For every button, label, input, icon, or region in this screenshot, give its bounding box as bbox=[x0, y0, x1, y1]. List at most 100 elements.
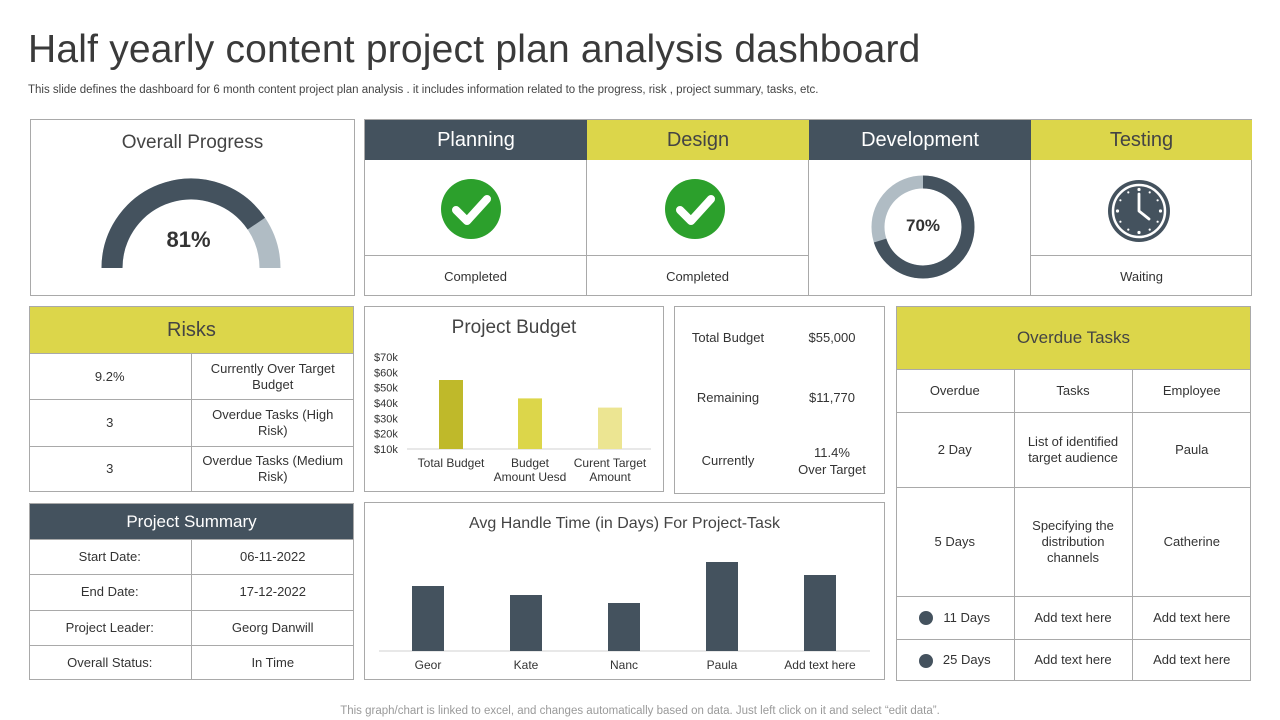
overdue-days-cell: 11 Days bbox=[896, 595, 1015, 640]
risks-header: Risks bbox=[30, 307, 353, 353]
phase-header-planning: Planning bbox=[365, 120, 587, 160]
y-tick-label: $10k bbox=[374, 444, 398, 456]
avg-handle-chart: Geor Kate Nanc Paula Add text here bbox=[379, 562, 870, 672]
overdue-task: Add text here bbox=[1013, 595, 1133, 640]
bar bbox=[598, 407, 622, 449]
table-row: End Date: 17-12-2022 bbox=[29, 574, 354, 611]
x-tick-label: Total Budget bbox=[418, 456, 485, 470]
bar bbox=[518, 398, 542, 449]
table-row: 11 Days Add text here Add text here bbox=[896, 595, 1251, 640]
budget-summary-card: Total Budget $55,000 Remaining $11,770 C… bbox=[674, 306, 885, 494]
overall-progress-value: 81% bbox=[166, 227, 211, 252]
bar bbox=[510, 595, 542, 651]
risk-value: 9.2% bbox=[29, 352, 192, 401]
donut-fill bbox=[871, 175, 975, 279]
summary-label: Project Leader: bbox=[29, 609, 192, 646]
table-row: 9.2% Currently Over Target Budget bbox=[29, 352, 354, 401]
x-tick-label: Amount Uesd bbox=[494, 470, 567, 484]
summary-value: In Time bbox=[190, 644, 354, 680]
x-tick-label: Curent Target bbox=[574, 456, 647, 470]
clock-icon bbox=[1108, 180, 1170, 242]
risk-label: Currently Over Target Budget bbox=[190, 352, 354, 401]
table-row: 25 Days Add text here Add text here bbox=[896, 638, 1251, 681]
bar bbox=[804, 575, 836, 651]
risks-table: 9.2% Currently Over Target Budget 3 Over… bbox=[29, 352, 354, 492]
risks-card: Risks 9.2% Currently Over Target Budget … bbox=[29, 306, 354, 492]
x-tick-label: Amount bbox=[589, 470, 631, 484]
x-tick-label: Nanc bbox=[610, 658, 638, 672]
x-tick-label: Paula bbox=[707, 658, 738, 672]
bar bbox=[706, 562, 738, 651]
x-tick-label: Add text here bbox=[784, 658, 856, 672]
project-summary-card: Project Summary Start Date: 06-11-2022 E… bbox=[29, 503, 354, 680]
summary-label: End Date: bbox=[29, 574, 192, 611]
overall-progress-gauge bbox=[101, 178, 281, 268]
phase-header-design: Design bbox=[587, 120, 809, 160]
summary-value: Georg Danwill bbox=[190, 609, 354, 646]
table-row: 3 Overdue Tasks (High Risk) bbox=[29, 399, 354, 447]
summary-label: Overall Status: bbox=[29, 644, 192, 680]
table-header-row: Overdue Tasks Employee bbox=[896, 369, 1251, 413]
phase-header-testing: Testing bbox=[1031, 120, 1252, 160]
overdue-tasks-card: Overdue Tasks Overdue Tasks Employee 2 D… bbox=[896, 306, 1251, 681]
risk-value: 3 bbox=[29, 399, 192, 447]
divider bbox=[808, 160, 809, 296]
overdue-employee: Add text here bbox=[1131, 638, 1251, 681]
budget-summary-value: Over Target bbox=[798, 462, 866, 477]
bar bbox=[412, 586, 444, 651]
bar bbox=[608, 603, 640, 651]
table-row: 2 Day List of identified target audience… bbox=[896, 411, 1251, 489]
project-budget-chart: $70k $60k $50k $40k $30k $20k $10k Total Budget… bbox=[374, 352, 651, 484]
y-tick-label: $40k bbox=[374, 398, 398, 410]
x-tick-label: Budget bbox=[511, 456, 550, 470]
y-tick-label: $70k bbox=[374, 352, 398, 364]
phase-status-testing: Waiting bbox=[1120, 268, 1163, 284]
development-progress-value: 70% bbox=[905, 216, 941, 235]
y-tick-label: $50k bbox=[374, 383, 398, 395]
bullet-dot-icon bbox=[918, 653, 933, 668]
overdue-days: 5 Days bbox=[896, 487, 1015, 597]
y-tick-label: $20k bbox=[374, 429, 398, 441]
table-row: Project Leader: Georg Danwill bbox=[29, 609, 354, 646]
table-row: 5 Days Specifying the distribution chann… bbox=[896, 487, 1251, 597]
overdue-days: 25 Days bbox=[942, 652, 991, 668]
overdue-task: Add text here bbox=[1013, 638, 1133, 681]
risk-label: Overdue Tasks (High Risk) bbox=[190, 399, 354, 447]
phase-status-design: Completed bbox=[666, 268, 729, 284]
overdue-tasks-header: Overdue Tasks bbox=[897, 307, 1250, 369]
overall-progress-title: Overall Progress bbox=[121, 132, 264, 153]
overdue-employee: Add text here bbox=[1131, 595, 1251, 640]
overdue-task: Specifying the distribution channels bbox=[1013, 487, 1133, 597]
project-budget-card: Project Budget $70k $60k $50k $40k $30k $20k $… bbox=[364, 306, 664, 492]
development-donut bbox=[871, 175, 975, 279]
gauge-fill bbox=[101, 178, 266, 268]
overdue-days-cell: 25 Days bbox=[896, 638, 1015, 681]
budget-summary-label: Currently bbox=[701, 453, 755, 468]
y-tick-label: $30k bbox=[374, 413, 398, 425]
divider bbox=[365, 255, 809, 256]
phase-status-planning: Completed bbox=[444, 268, 507, 284]
check-circle-icon bbox=[441, 179, 501, 239]
avg-handle-title: Avg Handle Time (in Days) For Project-Ta… bbox=[469, 515, 780, 532]
phases-panel: Planning Design Development Testing 70% bbox=[364, 119, 1252, 296]
risk-value: 3 bbox=[29, 445, 192, 492]
bullet-dot-icon bbox=[919, 611, 934, 626]
column-header: Overdue bbox=[896, 369, 1015, 413]
budget-summary-value: $55,000 bbox=[808, 330, 856, 345]
table-row: Start Date: 06-11-2022 bbox=[29, 538, 354, 576]
overdue-task: List of identified target audience bbox=[1013, 411, 1133, 489]
budget-summary-label: Remaining bbox=[696, 390, 760, 405]
table-row: 3 Overdue Tasks (Medium Risk) bbox=[29, 445, 354, 492]
bar bbox=[439, 380, 463, 449]
budget-summary-value: $11,770 bbox=[808, 390, 856, 405]
divider bbox=[586, 160, 587, 296]
check-circle-icon bbox=[665, 179, 725, 239]
risk-label: Overdue Tasks (Medium Risk) bbox=[190, 445, 354, 492]
divider bbox=[1030, 160, 1031, 296]
x-tick-label: Geor bbox=[415, 658, 442, 672]
page-title: Half yearly content project plan analysi… bbox=[28, 28, 921, 71]
table-row: Overall Status: In Time bbox=[29, 644, 354, 680]
overall-progress-card: Overall Progress 81% bbox=[30, 119, 355, 296]
project-budget-title: Project Budget bbox=[451, 317, 577, 338]
divider bbox=[1031, 255, 1252, 256]
